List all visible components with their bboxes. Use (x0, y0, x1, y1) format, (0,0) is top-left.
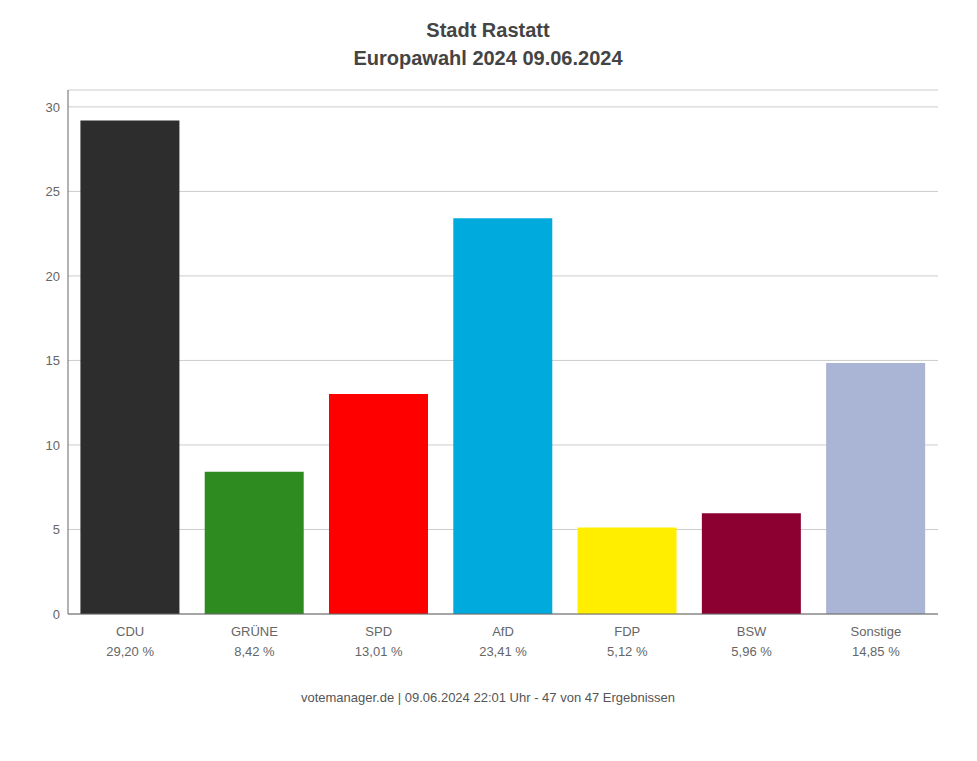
svg-text:CDU29,20 %: CDU29,20 % (106, 624, 154, 659)
svg-text:5: 5 (53, 522, 60, 537)
svg-text:25: 25 (46, 184, 60, 199)
svg-text:FDP5,12 %: FDP5,12 % (607, 624, 648, 659)
svg-text:SPD13,01 %: SPD13,01 % (355, 624, 403, 659)
html-text:Stadt Rastatt: Stadt Rastatt (426, 19, 550, 41)
svg-text:BSW5,96 %: BSW5,96 % (731, 624, 772, 659)
svg-text:10: 10 (46, 438, 60, 453)
svg-text:GRÜNE8,42 %: GRÜNE8,42 % (231, 624, 278, 659)
svg-text:30: 30 (46, 100, 60, 115)
svg-text:Sonstige14,85 %: Sonstige14,85 % (851, 624, 902, 659)
svg-text:0: 0 (53, 607, 60, 622)
html-text:Europawahl 2024 09.06.2024: Europawahl 2024 09.06.2024 (353, 47, 623, 69)
svg-text:15: 15 (46, 353, 60, 368)
svg-text:20: 20 (46, 269, 60, 284)
svg-text:AfD23,41 %: AfD23,41 % (479, 624, 527, 659)
html-text:votemanager.de | 09.06.2024 22: votemanager.de | 09.06.2024 22:01 Uhr - … (300, 690, 676, 705)
